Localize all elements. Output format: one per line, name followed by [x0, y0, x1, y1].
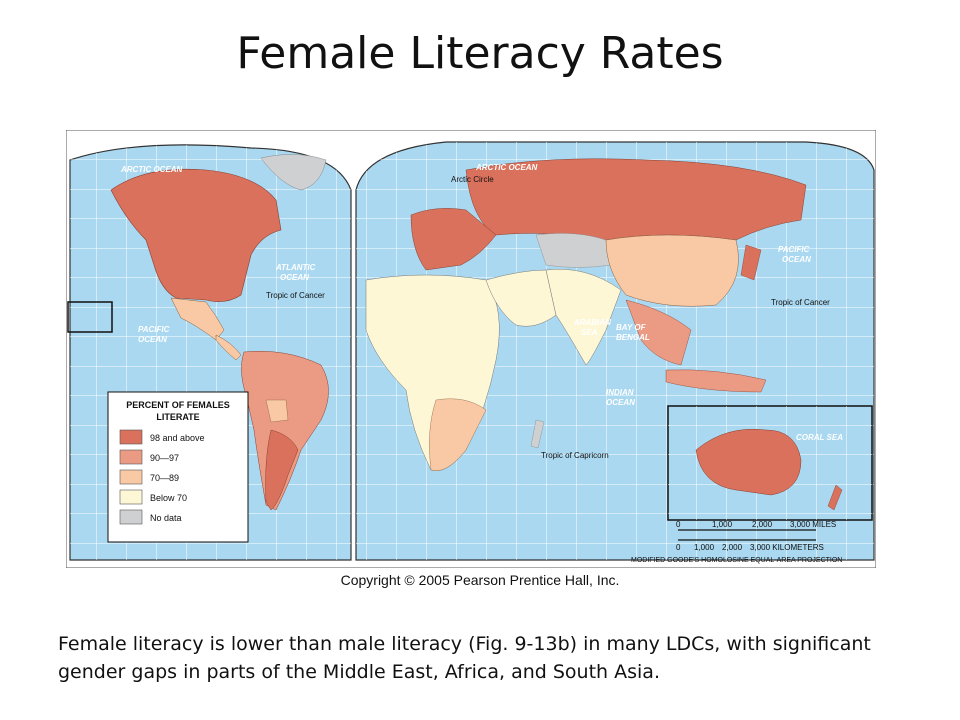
- scale-mi-0: 0: [676, 520, 681, 529]
- slide-title: Female Literacy Rates: [236, 28, 724, 79]
- label-indian-1: INDIAN: [606, 388, 634, 397]
- region-southern-africa: [429, 398, 487, 471]
- region-europe: [410, 208, 497, 271]
- region-greenland: [260, 154, 327, 191]
- scale-mi-2: 2,000: [752, 520, 773, 529]
- label-atlantic-2: OCEAN: [280, 273, 309, 282]
- label-pacific-east-2: OCEAN: [782, 255, 811, 264]
- region-southern-cone: [265, 429, 299, 511]
- label-arabian-1: ARABIAN: [573, 318, 611, 327]
- legend-label-1: 90—97: [150, 453, 179, 463]
- region-middle-east: [485, 269, 557, 327]
- legend-swatch-2: [119, 469, 143, 485]
- legend-title-2: LITERATE: [156, 412, 199, 422]
- label-arctic-circle: Arctic Circle: [451, 175, 494, 184]
- label-pacific-east-1: PACIFIC: [778, 245, 810, 254]
- region-russia: [465, 158, 807, 241]
- literacy-map: ARCTIC OCEAN ATLANTIC OCEAN PACIFIC OCEA…: [65, 129, 877, 569]
- label-tropic-cancer-west: Tropic of Cancer: [266, 291, 325, 300]
- legend-swatch-3: [119, 489, 143, 505]
- region-central-asia: [535, 233, 612, 268]
- legend-swatch-0: [119, 429, 143, 445]
- label-arctic-ocean-east: ARCTIC OCEAN: [475, 163, 538, 172]
- label-bengal-2: BENGAL: [616, 333, 650, 342]
- legend-swatch-4: [119, 509, 143, 525]
- legend: PERCENT OF FEMALES LITERATE 98 and above…: [107, 391, 249, 543]
- scale-km-0: 0: [676, 543, 681, 552]
- scale-bar: 0 1,000 2,000 3,000 MILES 0 1,000 2,000 …: [631, 520, 842, 564]
- label-tropic-cancer-east: Tropic of Cancer: [771, 298, 830, 307]
- label-bengal-1: BAY OF: [616, 323, 647, 332]
- scale-mi-3: 3,000 MILES: [790, 520, 836, 529]
- legend-swatch-1: [119, 449, 143, 465]
- region-indonesia: [665, 369, 767, 393]
- region-south-asia: [545, 268, 622, 366]
- region-new-zealand: [827, 484, 843, 511]
- region-north-america: [110, 168, 282, 302]
- region-madagascar: [530, 419, 545, 449]
- label-arabian-2: SEA: [581, 328, 598, 337]
- projection-note: MODIFIED GOODE'S HOMOLOSINE EQUAL-AREA P…: [631, 557, 842, 564]
- region-china: [605, 234, 739, 307]
- legend-label-4: No data: [150, 513, 182, 523]
- scale-km-3: 3,000 KILOMETERS: [750, 543, 824, 552]
- label-tropic-capricorn: Tropic of Capricorn: [541, 451, 609, 460]
- legend-label-0: 98 and above: [150, 433, 205, 443]
- legend-label-3: Below 70: [150, 493, 187, 503]
- australia-inset: CORAL SEA: [667, 405, 873, 521]
- region-central-america: [215, 334, 242, 361]
- region-australia: [695, 429, 802, 496]
- scale-km-2: 2,000: [722, 543, 743, 552]
- region-southeast-asia: [625, 299, 692, 366]
- scale-mi-1: 1,000: [712, 520, 733, 529]
- slide-caption: Female literacy is lower than male liter…: [58, 633, 871, 683]
- legend-title-1: PERCENT OF FEMALES: [126, 400, 230, 410]
- copyright-note: Copyright © 2005 Pearson Prentice Hall, …: [340, 572, 620, 588]
- label-atlantic-1: ATLANTIC: [275, 263, 316, 272]
- region-japan: [740, 244, 762, 281]
- label-pacific-west-2: OCEAN: [138, 335, 167, 344]
- label-indian-2: OCEAN: [606, 398, 635, 407]
- legend-label-2: 70—89: [150, 473, 179, 483]
- label-arctic-ocean-west: ARCTIC OCEAN: [120, 165, 183, 174]
- region-mexico: [170, 297, 225, 341]
- hawaii-inset: [67, 301, 113, 333]
- label-coral-sea: CORAL SEA: [796, 433, 843, 442]
- label-pacific-west-1: PACIFIC: [138, 325, 170, 334]
- region-bolivia: [265, 399, 289, 423]
- scale-km-1: 1,000: [694, 543, 715, 552]
